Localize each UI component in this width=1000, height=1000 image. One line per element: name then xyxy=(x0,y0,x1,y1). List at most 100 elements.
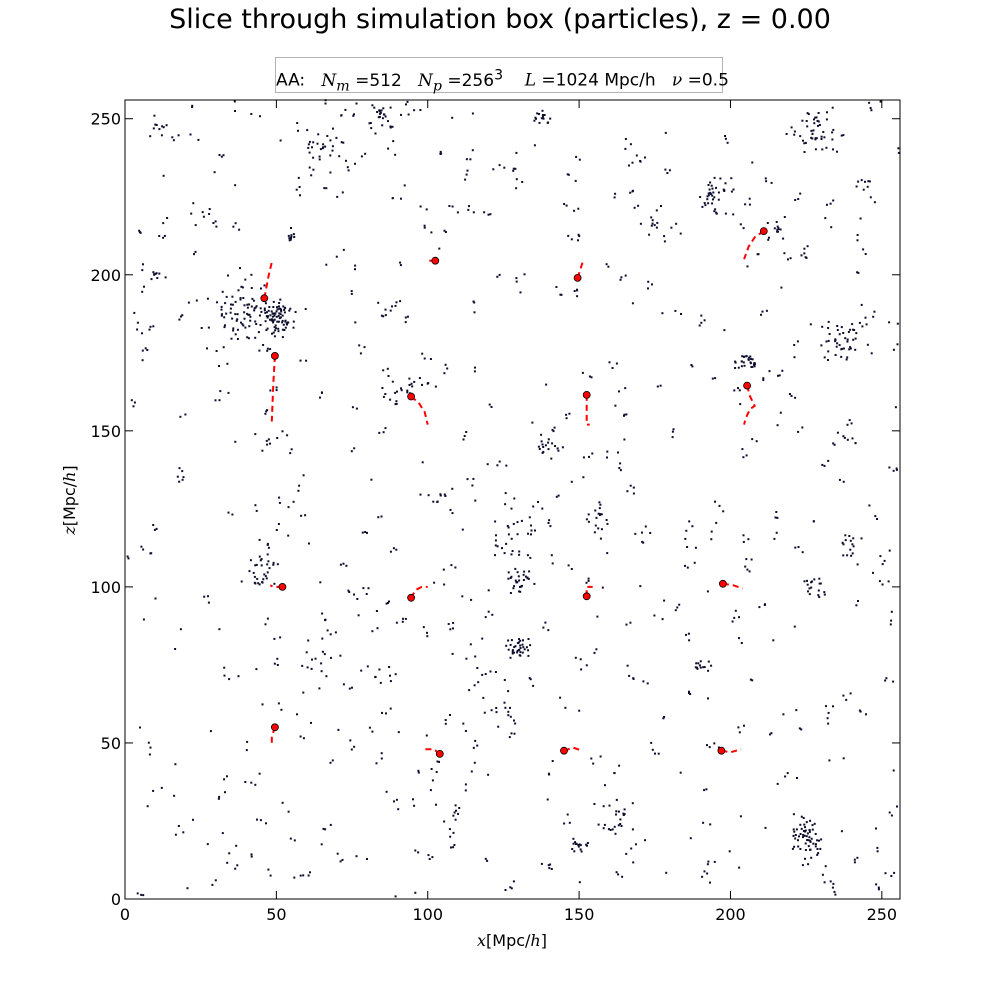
particle-point xyxy=(299,194,301,197)
particle-point xyxy=(155,272,158,275)
particle-point xyxy=(385,790,388,793)
particle-point xyxy=(494,554,496,557)
particle-point xyxy=(896,322,899,325)
particle-point xyxy=(896,343,899,346)
particle-point xyxy=(694,666,697,669)
particle-point xyxy=(715,212,718,215)
particle-point xyxy=(283,309,286,311)
particle-point xyxy=(340,141,343,144)
particle-layer xyxy=(126,99,900,898)
legend-prefix: AA: xyxy=(276,70,306,91)
particle-point xyxy=(856,856,859,859)
particle-point xyxy=(811,132,814,135)
particle-point xyxy=(258,538,261,541)
particle-point xyxy=(250,273,253,276)
particle-point xyxy=(596,615,599,618)
particle-point xyxy=(654,752,656,755)
particle-point xyxy=(812,520,815,523)
particle-point xyxy=(540,433,543,436)
particle-point xyxy=(724,135,726,137)
particle-point xyxy=(375,610,378,612)
particle-point xyxy=(838,478,841,481)
particle-point xyxy=(292,326,295,329)
particle-point xyxy=(275,386,278,389)
particle-point xyxy=(780,286,783,289)
particle-point xyxy=(806,839,809,841)
particle-point xyxy=(747,358,750,361)
particle-point xyxy=(599,503,602,506)
particle-point xyxy=(223,674,226,677)
particle-point xyxy=(578,709,581,712)
particle-point xyxy=(573,209,576,212)
particle-point xyxy=(389,550,392,553)
particle-point xyxy=(234,110,236,112)
particle-point xyxy=(506,525,509,527)
particle-point xyxy=(259,307,262,310)
particle-point xyxy=(521,181,524,183)
particle-point xyxy=(438,247,441,250)
particle-point xyxy=(476,744,479,747)
particle-point xyxy=(153,528,156,531)
particle-point xyxy=(195,299,198,302)
particle-point xyxy=(523,273,526,276)
particle-point xyxy=(831,138,834,141)
particle-point xyxy=(814,137,817,140)
particle-point xyxy=(732,188,735,191)
particle-point xyxy=(394,895,397,898)
particle-point xyxy=(586,844,588,847)
particle-point xyxy=(239,297,242,300)
particle-point xyxy=(764,603,766,606)
particle-point xyxy=(214,879,217,882)
particle-point xyxy=(576,295,579,298)
particle-point xyxy=(465,431,468,433)
particle-point xyxy=(737,726,740,729)
particle-point xyxy=(178,318,181,321)
tracked-particle-marker xyxy=(759,227,768,236)
particle-point xyxy=(806,125,809,128)
particle-point xyxy=(512,880,515,883)
particle-point xyxy=(397,731,400,734)
particle-point xyxy=(389,309,392,312)
particle-point xyxy=(831,106,834,109)
particle-point xyxy=(674,609,677,612)
particle-point xyxy=(329,171,332,174)
particle-point xyxy=(487,213,490,216)
particle-point xyxy=(679,232,682,235)
particle-point xyxy=(179,415,182,418)
particle-point xyxy=(277,523,280,525)
particle-point xyxy=(308,542,310,545)
particle-point xyxy=(341,191,344,194)
particle-point xyxy=(528,677,531,680)
particle-point xyxy=(439,493,442,496)
particle-point xyxy=(534,116,537,119)
particle-point xyxy=(453,844,456,846)
particle-point xyxy=(348,687,351,690)
particle-point xyxy=(282,323,285,326)
particle-point xyxy=(749,361,752,364)
tracked-particle-marker xyxy=(260,294,269,303)
particle-point xyxy=(451,116,454,119)
particle-point xyxy=(141,332,143,335)
particle-point xyxy=(215,350,218,352)
particle-point xyxy=(255,509,258,512)
particle-point xyxy=(281,336,284,339)
particle-point xyxy=(508,736,511,739)
particle-point xyxy=(158,235,161,237)
particle-point xyxy=(240,321,242,324)
particle-point xyxy=(305,651,308,654)
particle-point xyxy=(814,148,817,151)
particle-point xyxy=(507,577,510,580)
particle-point xyxy=(466,169,469,172)
particle-point xyxy=(366,858,368,860)
particle-point xyxy=(810,837,813,840)
particle-point xyxy=(484,616,487,619)
particle-point xyxy=(378,109,381,112)
particle-point xyxy=(520,584,523,587)
particle-point xyxy=(227,511,230,514)
particle-point xyxy=(206,843,209,846)
particle-point xyxy=(803,823,806,826)
particle-point xyxy=(259,115,261,118)
particle-point xyxy=(864,316,867,319)
particle-point xyxy=(140,545,143,548)
particle-point xyxy=(687,632,690,635)
